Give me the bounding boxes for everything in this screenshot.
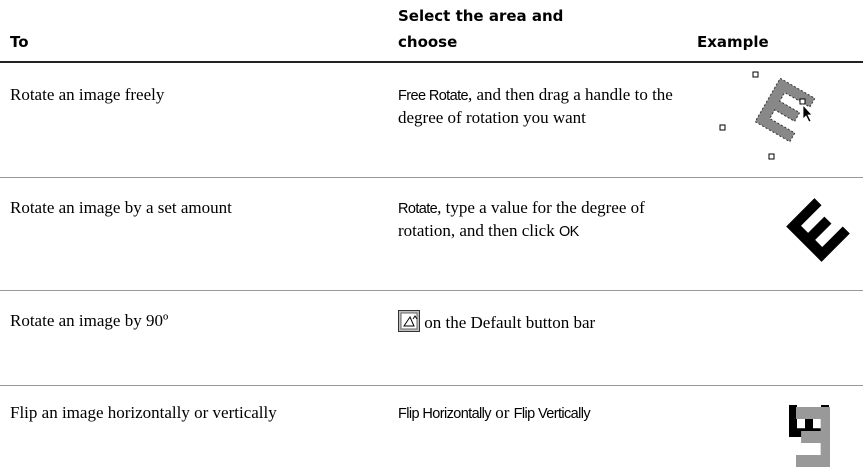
task: Rotate an image by 90º bbox=[10, 311, 169, 330]
text: or bbox=[490, 403, 514, 422]
column-header: To bbox=[10, 33, 29, 51]
action: Free Rotate, and then drag a handle to t… bbox=[398, 84, 688, 129]
ui-term: OK bbox=[558, 224, 579, 240]
examples bbox=[719, 71, 850, 467]
text: , and then drag a handle to the degree o… bbox=[398, 85, 673, 127]
ui-term: Flip Horizontally bbox=[398, 406, 492, 422]
column-header: Example bbox=[697, 33, 769, 51]
ui-term: Rotate bbox=[398, 201, 438, 217]
text: , type a value for the degree of rotatio… bbox=[398, 198, 645, 240]
row-rule bbox=[0, 177, 863, 178]
ui-term: Free Rotate bbox=[398, 88, 469, 104]
task: Rotate an image by a set amount bbox=[10, 198, 232, 217]
action: Flip Horizontally or Flip Vertically bbox=[398, 402, 698, 425]
button-icon bbox=[398, 310, 420, 332]
row-rule bbox=[0, 385, 863, 386]
column-header: Select the area and choose bbox=[398, 7, 564, 51]
handles bbox=[719, 71, 806, 160]
cursor bbox=[802, 103, 813, 123]
rotate-amount-example bbox=[786, 198, 850, 262]
task: Flip an image horizontally or vertically bbox=[10, 403, 277, 422]
row-rule bbox=[0, 290, 863, 291]
ui-term: Flip Vertically bbox=[513, 406, 591, 422]
text: on the Default button bar bbox=[420, 313, 596, 332]
action: Rotate, type a value for the degree of r… bbox=[398, 197, 678, 243]
action: on the Default button bar bbox=[398, 310, 698, 334]
header-rule bbox=[0, 61, 863, 63]
task: Rotate an image freely bbox=[10, 85, 165, 104]
